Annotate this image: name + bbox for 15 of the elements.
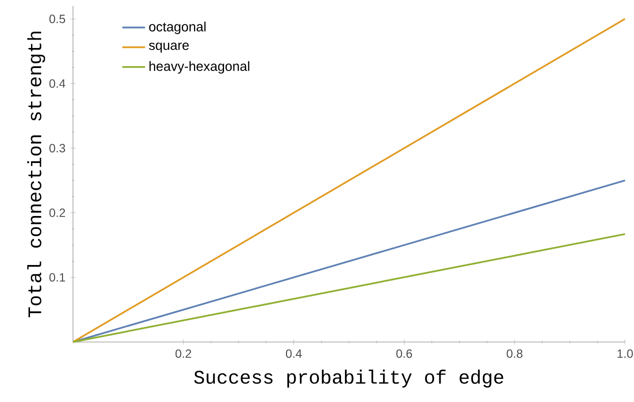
x-tick-label: 0.2 — [176, 349, 192, 358]
y-tick-label: 0.3 — [49, 144, 66, 152]
legend-label: heavy-hexagonal — [150, 61, 250, 74]
y-axis-title: Total connection strength — [27, 32, 46, 318]
x-axis-title: Success probability of edge — [194, 370, 504, 388]
legend-label: square — [148, 42, 189, 53]
y-tick-label: 0.5 — [49, 14, 66, 24]
y-tick-label: 0.2 — [49, 208, 66, 218]
x-tick-label: 0.6 — [396, 349, 412, 358]
y-tick-label: 0.1 — [49, 273, 66, 282]
x-tick-label: 0.8 — [506, 349, 522, 358]
x-tick-label: 0.4 — [286, 349, 302, 358]
y-tick-label: 0.4 — [49, 79, 66, 88]
x-tick-label: 1.0 — [618, 349, 633, 358]
legend-label: octagonal — [149, 22, 206, 34]
